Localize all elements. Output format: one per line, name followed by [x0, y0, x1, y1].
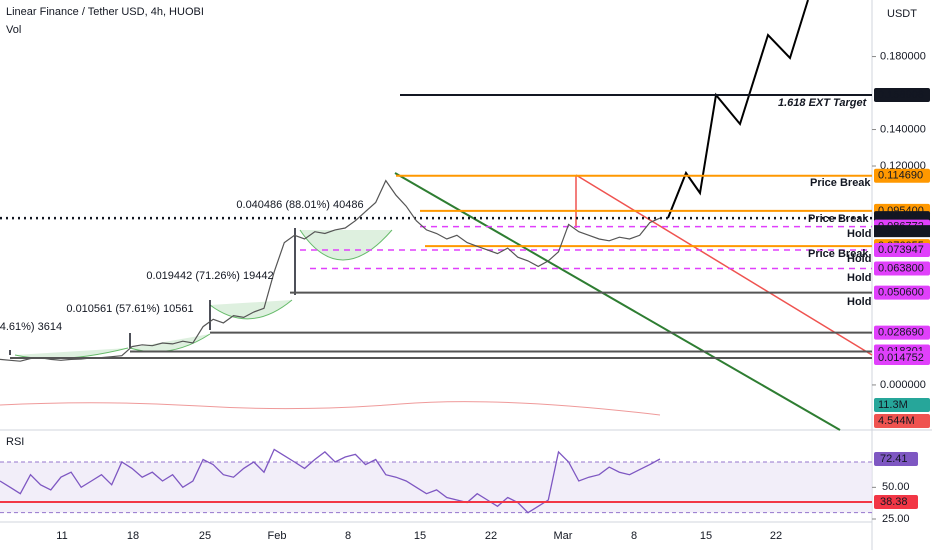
y-tick-label: 0.000000: [880, 379, 926, 391]
price-break-label: Price Break: [808, 248, 869, 260]
measure-label: 0.010561 (57.61%) 10561: [66, 303, 193, 315]
x-tick-label: 22: [770, 530, 782, 542]
x-tick-label: 15: [700, 530, 712, 542]
countdown-tag: [874, 225, 930, 238]
price-tag: [874, 261, 930, 276]
price-tag-label: 0.050600: [878, 287, 924, 299]
x-tick-label: 8: [631, 530, 637, 542]
countdown: 13:17: [878, 225, 906, 237]
price-tag-label: 0.063800: [878, 262, 924, 274]
target-label: 1.618 EXT Target: [778, 97, 868, 109]
price-tag: [874, 285, 930, 300]
price-tag: [874, 168, 930, 183]
hold-label: Hold: [847, 253, 871, 265]
x-tick-label: 22: [485, 530, 497, 542]
price-line: [0, 179, 661, 362]
x-tick-label: 25: [199, 530, 211, 542]
price-tag: [874, 351, 930, 366]
y-tick-label: 0.140000: [880, 123, 926, 135]
price-tag-label: 0.114690: [878, 170, 923, 182]
price-tag: [874, 325, 930, 340]
rsi-tag-label: 38.38: [880, 496, 908, 508]
x-tick-label: 11: [56, 530, 67, 542]
x-tick-label: 8: [345, 530, 351, 542]
hold-label: Hold: [847, 272, 871, 284]
x-tick-label: Feb: [268, 530, 287, 542]
volume-tag-label: 11.3M: [878, 399, 908, 411]
trendline: [575, 174, 873, 356]
rsi-tag-label: 72.41: [880, 453, 908, 465]
measure-label: (24.61%) 3614: [0, 321, 62, 333]
measure-label: 0.040486 (88.01%) 40486: [236, 199, 363, 211]
volume-tag: [874, 414, 930, 428]
price-tag-label: 0.073947: [878, 244, 924, 256]
x-tick-label: Mar: [554, 530, 573, 542]
y-tick-label: 50.00: [882, 481, 910, 493]
rsi-line: [0, 448, 661, 514]
x-tick-label: 15: [414, 530, 426, 542]
rsi-tag: [874, 451, 918, 466]
hold-label: Hold: [847, 228, 871, 240]
price-tag-label: 0.028690: [878, 327, 924, 339]
volume-ma: [0, 401, 661, 416]
rsi-tag: [874, 495, 918, 510]
header-title: Linear Finance / Tether USD, 4h, HUOBI: [6, 6, 204, 18]
rsi-band: [0, 462, 872, 513]
x-tick-label: 18: [127, 530, 139, 542]
hold-label: Hold: [847, 296, 871, 308]
volume-label: Vol: [6, 24, 21, 36]
price-tag: [874, 243, 930, 258]
price-break-label: Price Break: [808, 213, 869, 225]
trendline: [394, 172, 841, 431]
price-tag-label: 0.158908: [878, 89, 924, 101]
price-break-label: Price Break: [810, 177, 871, 189]
volume-tag: [874, 398, 930, 412]
measure-arrow: [9, 228, 296, 355]
price-tag: [874, 88, 930, 103]
volume-tag-label: 4.544M: [878, 415, 915, 427]
rsi-title: RSI: [6, 436, 24, 448]
y-tick-label: 0.180000: [880, 50, 926, 62]
currency-label: USDT: [887, 8, 917, 20]
y-tick-label: 25.00: [882, 513, 910, 525]
measure-label: 0.019442 (71.26%) 19442: [146, 270, 273, 282]
price-tag-label: 0.014752: [878, 352, 924, 364]
